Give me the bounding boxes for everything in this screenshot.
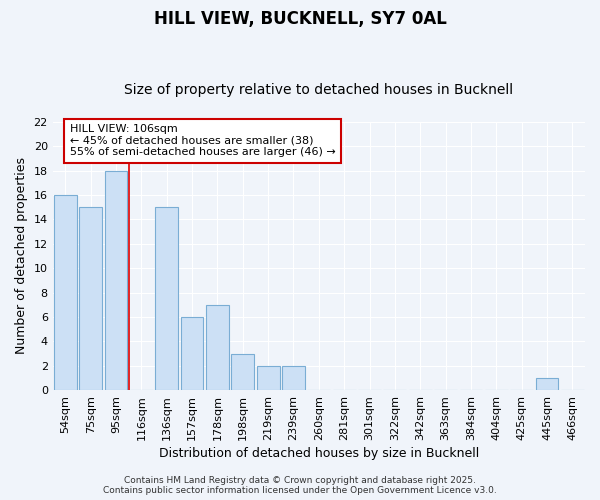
Bar [104, 170, 127, 390]
Bar [232, 354, 254, 390]
Bar [536, 378, 559, 390]
X-axis label: Distribution of detached houses by size in Bucknell: Distribution of detached houses by size … [159, 447, 479, 460]
Text: HILL VIEW: 106sqm
← 45% of detached houses are smaller (38)
55% of semi-detached: HILL VIEW: 106sqm ← 45% of detached hous… [70, 124, 335, 158]
Y-axis label: Number of detached properties: Number of detached properties [15, 158, 28, 354]
Bar [79, 207, 102, 390]
Bar [206, 305, 229, 390]
Bar [257, 366, 280, 390]
Bar [54, 195, 77, 390]
Title: Size of property relative to detached houses in Bucknell: Size of property relative to detached ho… [124, 83, 514, 97]
Text: HILL VIEW, BUCKNELL, SY7 0AL: HILL VIEW, BUCKNELL, SY7 0AL [154, 10, 446, 28]
Text: Contains HM Land Registry data © Crown copyright and database right 2025.
Contai: Contains HM Land Registry data © Crown c… [103, 476, 497, 495]
Bar [155, 207, 178, 390]
Bar [181, 317, 203, 390]
Bar [282, 366, 305, 390]
